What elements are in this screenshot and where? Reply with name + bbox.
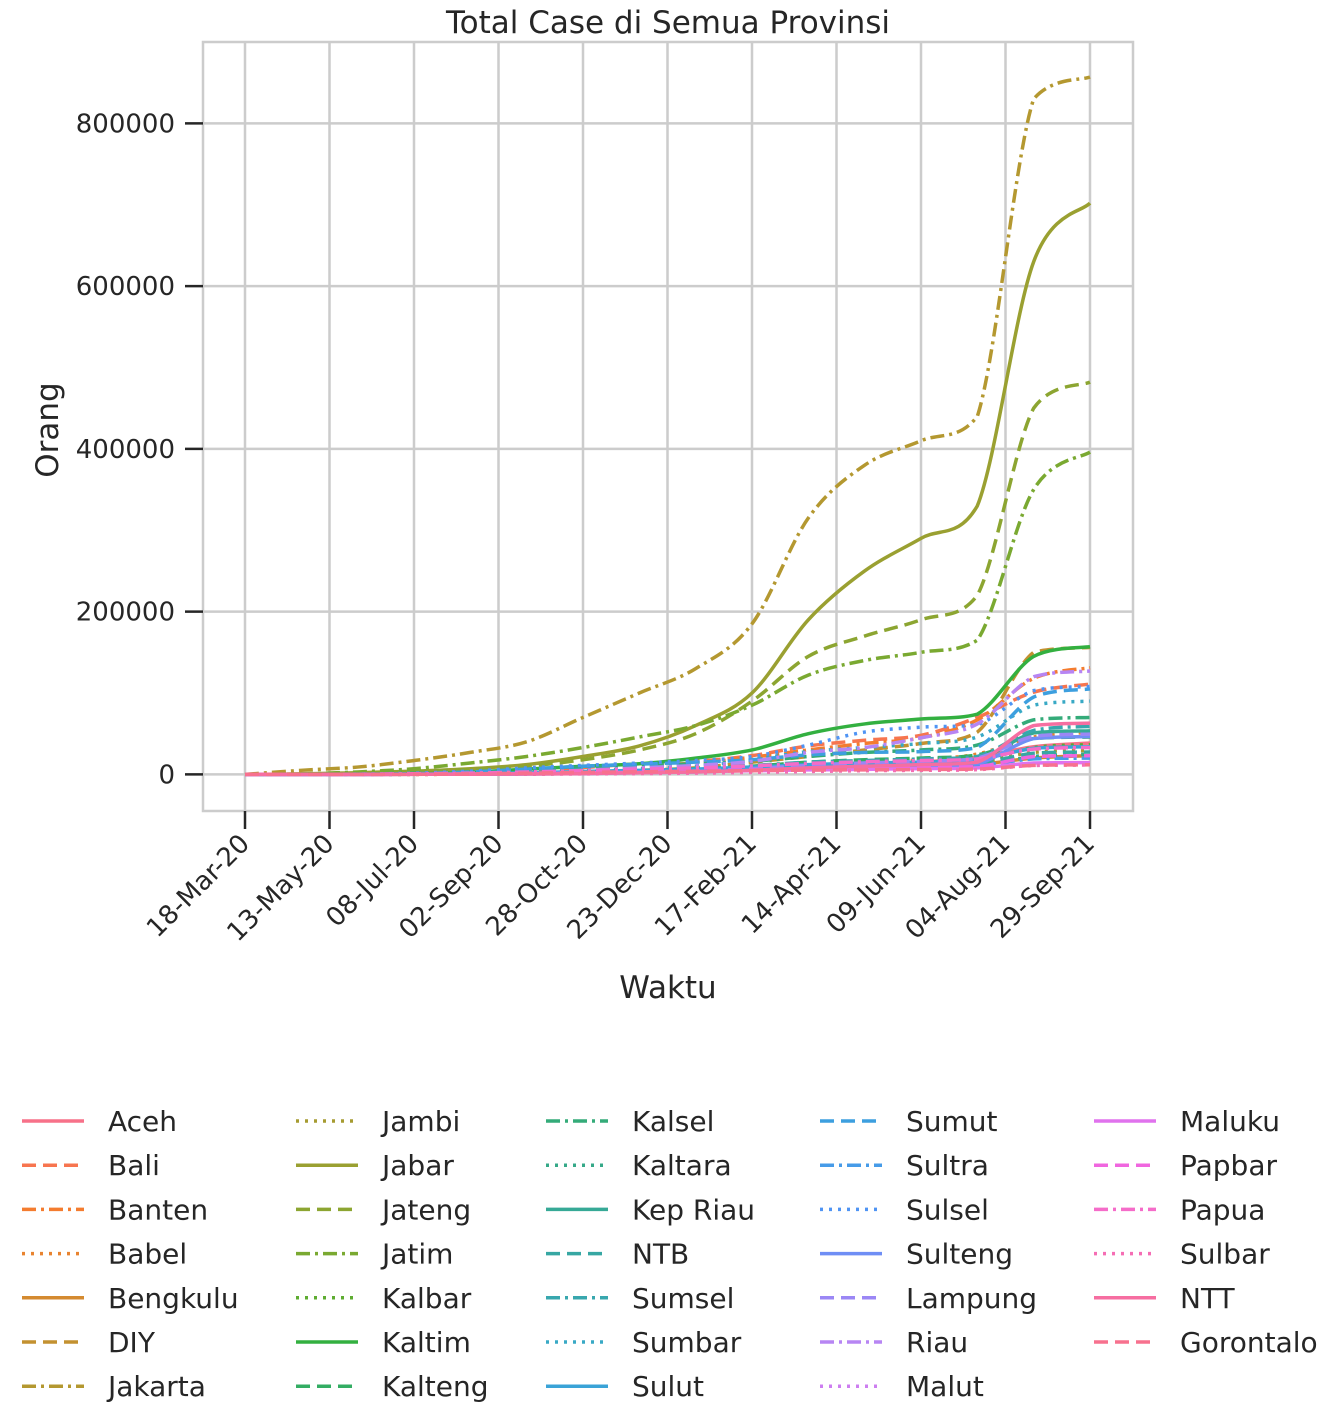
legend-label: Sulut	[632, 1370, 704, 1403]
legend-label: Jakarta	[106, 1370, 206, 1403]
legend-label: Jateng	[380, 1193, 471, 1226]
legend-label: Sumbar	[632, 1326, 742, 1359]
legend-label: Gorontalo	[1180, 1326, 1318, 1359]
chart-title: Total Case di Semua Provinsi	[445, 5, 890, 41]
series-line	[244, 684, 1091, 777]
legend-label: Kep Riau	[632, 1193, 755, 1226]
legend-label: Malut	[906, 1370, 984, 1403]
legend-label: Jatim	[380, 1238, 453, 1271]
x-axis: 18-Mar-2013-May-2008-Jul-2002-Sep-2028-O…	[141, 811, 1101, 948]
legend-label: Lampung	[906, 1282, 1037, 1315]
legend-label: Kaltim	[382, 1326, 471, 1359]
legend-label: Kalsel	[632, 1105, 714, 1138]
x-axis-label: Waktu	[619, 970, 716, 1006]
legend-label: DIY	[108, 1326, 156, 1359]
legend-label: Papbar	[1180, 1149, 1277, 1182]
legend-label: Sultra	[906, 1149, 989, 1182]
legend-label: Sulbar	[1180, 1238, 1270, 1271]
legend-label: Sulteng	[906, 1238, 1013, 1271]
y-axis: 0 200000 400000 600000 800000	[76, 109, 203, 790]
series-line	[244, 763, 1091, 777]
legend-label: Babel	[108, 1238, 187, 1271]
legend-label: Jabar	[380, 1149, 454, 1182]
legend-label: NTT	[1180, 1282, 1236, 1315]
legend-label: Aceh	[108, 1105, 177, 1138]
legend-label: Papua	[1180, 1193, 1265, 1226]
legend-label: Kalteng	[382, 1370, 489, 1403]
legend-label: Maluku	[1180, 1105, 1280, 1138]
legend: Aceh Bali Banten Babel Bengkulu DIY Jakarta Jam…	[22, 1105, 1318, 1403]
legend-label: NTB	[632, 1238, 689, 1271]
legend-label: Banten	[108, 1193, 208, 1226]
legend-label: Sulsel	[906, 1193, 989, 1226]
legend-label: Kaltara	[632, 1149, 732, 1182]
y-tick-label: 200000	[76, 598, 175, 628]
y-tick-label: 800000	[76, 109, 175, 139]
legend-label: Bengkulu	[108, 1282, 239, 1315]
series-line	[244, 75, 1091, 777]
legend-label: Jambi	[380, 1105, 460, 1138]
legend-label: Riau	[906, 1326, 968, 1359]
y-tick-label: 600000	[76, 272, 175, 302]
y-tick-label: 400000	[76, 435, 175, 465]
series-line	[244, 687, 1091, 777]
y-tick-label: 0	[158, 760, 175, 790]
series-lines	[244, 75, 1092, 777]
legend-label: Kalbar	[382, 1282, 472, 1315]
legend-label: Sumsel	[632, 1282, 734, 1315]
y-axis-label: Orang	[30, 382, 66, 477]
legend-label: Bali	[108, 1149, 160, 1182]
legend-label: Sumut	[906, 1105, 998, 1138]
series-line	[244, 699, 1091, 777]
